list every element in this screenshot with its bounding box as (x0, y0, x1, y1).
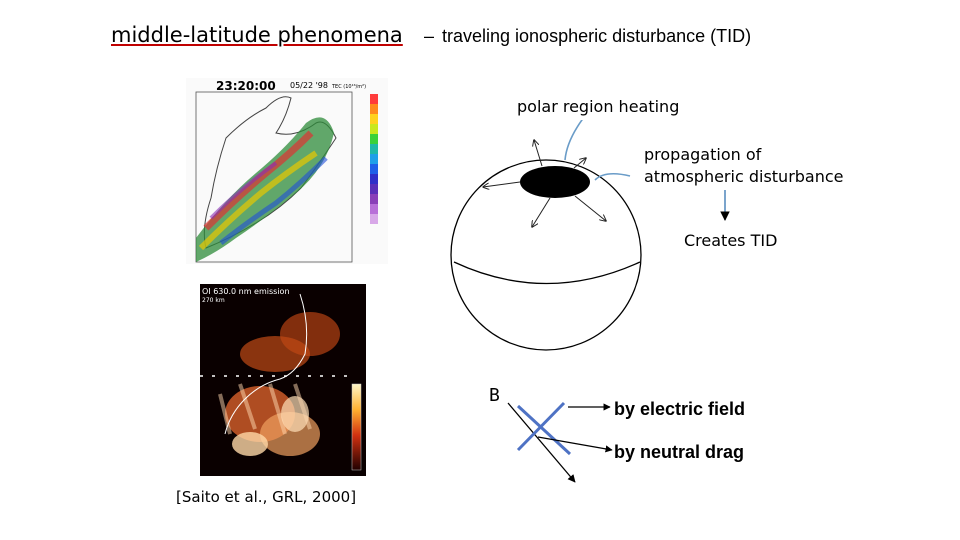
earth-circle (450, 159, 642, 351)
label-polar-heating: polar region heating (517, 97, 680, 116)
tec-unit: TEC (10¹⁶/m²) (331, 84, 366, 90)
leader-neutral-drag (537, 436, 613, 453)
tec-time: 23:20:00 (216, 79, 276, 93)
label-neutral-drag: by neutral drag (614, 442, 745, 462)
arrow-left (483, 181, 521, 187)
label-electric-field: by electric field (614, 399, 746, 419)
page-title: middle-latitude phenomena (111, 23, 403, 47)
airglow-header-2: 270 km (202, 297, 225, 304)
arrow-down-left (532, 197, 551, 227)
airglow-header-1: OI 630.0 nm emission (202, 287, 290, 296)
tec-map-image: 23:20:00 05/22 '98 TEC (10¹⁶/m²) (186, 78, 388, 264)
polar-cap (520, 166, 590, 198)
airglow-image: OI 630.0 nm emission 270 km (200, 284, 366, 476)
b-field-line (507, 402, 576, 483)
tid-diagram (450, 120, 730, 483)
arrow-down-right (574, 195, 606, 221)
neutral-drag-vector (516, 404, 572, 456)
callout-propagation (594, 172, 631, 181)
label-b-field: B (489, 385, 500, 406)
arrow-up-left (534, 140, 543, 167)
arrow-up-right (573, 158, 586, 169)
callout-polar-heating (564, 120, 583, 161)
tec-date: 05/22 '98 (290, 81, 328, 90)
equator-curve (453, 261, 641, 285)
tec-color-scale (370, 94, 378, 224)
title-separator: – (424, 26, 435, 46)
citation: [Saito et al., GRL, 2000] (176, 488, 357, 506)
page-subtitle: traveling ionospheric disturbance (TID) (442, 26, 752, 46)
label-creates-tid: Creates TID (684, 231, 778, 250)
label-propagation: propagation of atmospheric disturbance (644, 145, 844, 186)
